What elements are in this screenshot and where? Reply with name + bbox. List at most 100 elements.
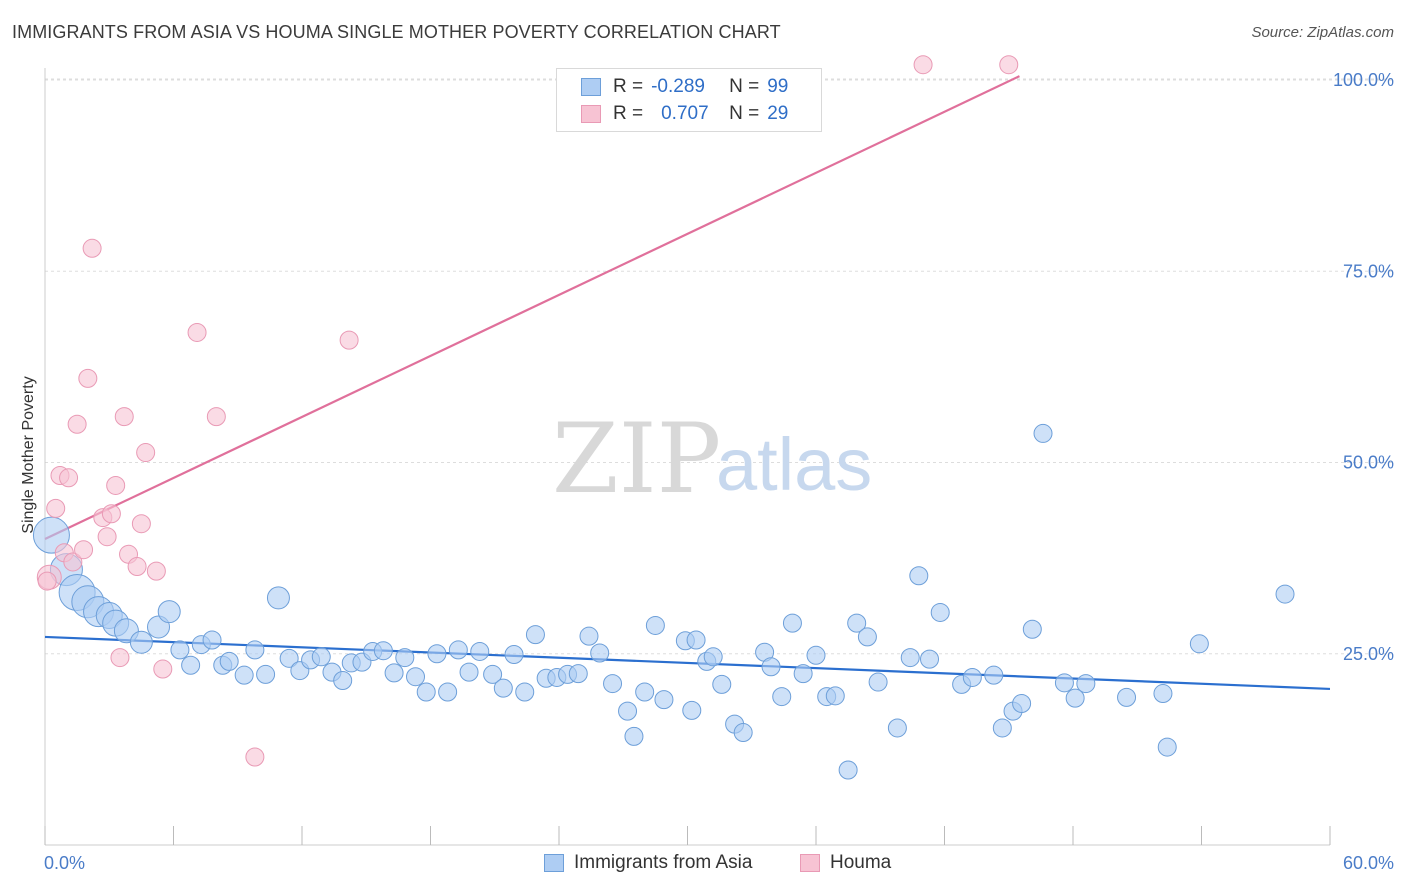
data-point-asia [838, 760, 858, 780]
data-point-asia [525, 625, 545, 645]
data-point-asia [129, 630, 153, 654]
data-point-asia [686, 630, 706, 650]
trend-line-houma [44, 75, 1020, 540]
data-point-asia [1153, 684, 1173, 704]
data-point-asia [579, 626, 599, 646]
legend-label-houma: Houma [830, 852, 892, 873]
data-point-asia [733, 723, 753, 743]
data-point-asia [202, 630, 222, 650]
data-point-houma [74, 540, 94, 560]
data-point-asia [427, 644, 447, 664]
data-point-houma [82, 238, 102, 258]
data-point-houma [913, 55, 933, 75]
n-label: N = [729, 103, 760, 124]
series-houma [36, 55, 1019, 767]
r-value: 0.707 [661, 103, 709, 124]
data-point-asia [234, 665, 254, 685]
data-point-houma [146, 561, 166, 581]
legend-swatch-pink [800, 854, 820, 872]
data-point-asia [806, 645, 826, 665]
data-point-asia [1054, 673, 1074, 693]
y-tick-labels: 25.0% 50.0% 75.0% 100.0% [1333, 70, 1394, 664]
data-point-houma [131, 514, 151, 534]
data-point-asia [1033, 423, 1053, 443]
data-point-asia [793, 664, 813, 684]
data-point-houma [110, 648, 130, 668]
data-point-houma [245, 747, 265, 767]
data-point-asia [847, 613, 867, 633]
data-point-asia [459, 662, 479, 682]
data-point-asia [311, 647, 331, 667]
data-point-asia [624, 726, 644, 746]
data-point-asia [438, 682, 458, 702]
data-point-houma [67, 414, 87, 434]
data-point-asia [266, 586, 290, 610]
data-point-asia [493, 678, 513, 698]
legend-item-asia: Immigrants from Asia [544, 852, 752, 874]
legend-swatch-blue [544, 854, 564, 872]
data-point-asia [703, 647, 723, 667]
data-point-asia [483, 664, 503, 684]
data-point-asia [930, 602, 950, 622]
data-point-asia [373, 641, 393, 661]
data-point-asia [984, 665, 1004, 685]
data-point-asia [782, 613, 802, 633]
y-tick-label: 25.0% [1343, 644, 1394, 664]
n-value: 29 [767, 103, 789, 124]
data-point-asia [568, 664, 588, 684]
data-point-asia [1065, 688, 1085, 708]
legend-row-asia: R = -0.289 N = 99 [581, 75, 788, 99]
legend-label-asia: Immigrants from Asia [574, 852, 753, 873]
data-point-asia [761, 657, 781, 677]
r-label: R = [613, 76, 644, 97]
data-point-asia [395, 648, 415, 668]
legend-row-houma: R = 0.707 N = 29 [581, 102, 788, 126]
data-point-houma [101, 504, 121, 524]
series-legend: Immigrants from Asia Houma [0, 852, 1406, 878]
watermark-atlas: atlas [716, 423, 872, 506]
data-point-asia [900, 648, 920, 668]
data-point-asia [772, 687, 792, 707]
data-point-houma [63, 552, 83, 572]
data-point-asia [590, 643, 610, 663]
chart-title: IMMIGRANTS FROM ASIA VS HOUMA SINGLE MOT… [12, 22, 781, 42]
data-point-asia [470, 641, 490, 661]
data-point-asia [645, 615, 665, 635]
data-point-asia [157, 600, 181, 624]
n-label: N = [729, 76, 760, 97]
data-point-asia [868, 672, 888, 692]
data-point-asia [992, 718, 1012, 738]
series-immigrants-from-asia [32, 423, 1295, 780]
data-point-asia [1022, 619, 1042, 639]
trend-lines [44, 75, 1331, 691]
r-label: R = [613, 103, 644, 124]
data-point-asia [825, 686, 845, 706]
data-point-asia [279, 648, 299, 668]
data-point-asia [256, 664, 276, 684]
data-point-houma [114, 407, 134, 427]
y-tick-label: 75.0% [1343, 261, 1394, 281]
data-point-asia [1275, 584, 1295, 604]
r-value: -0.289 [651, 76, 705, 97]
legend-swatch-blue [581, 78, 601, 96]
watermark-zip: ZIP [552, 403, 721, 515]
data-point-asia [635, 682, 655, 702]
data-point-asia [1076, 674, 1096, 694]
data-point-asia [962, 667, 982, 687]
data-point-asia [1189, 634, 1209, 654]
data-point-asia [1157, 737, 1177, 757]
data-point-asia [603, 674, 623, 694]
data-point-houma [127, 557, 147, 577]
data-point-asia [245, 640, 265, 660]
data-point-asia [515, 682, 535, 702]
axes [44, 68, 1331, 846]
data-point-houma [46, 498, 66, 518]
data-point-houma [106, 475, 126, 495]
data-point-houma [206, 407, 226, 427]
y-tick-label: 50.0% [1343, 453, 1394, 473]
y-axis-title: Single Mother Poverty [20, 376, 37, 533]
data-point-asia [384, 663, 404, 683]
data-point-asia [712, 674, 732, 694]
data-point-houma [97, 527, 117, 547]
